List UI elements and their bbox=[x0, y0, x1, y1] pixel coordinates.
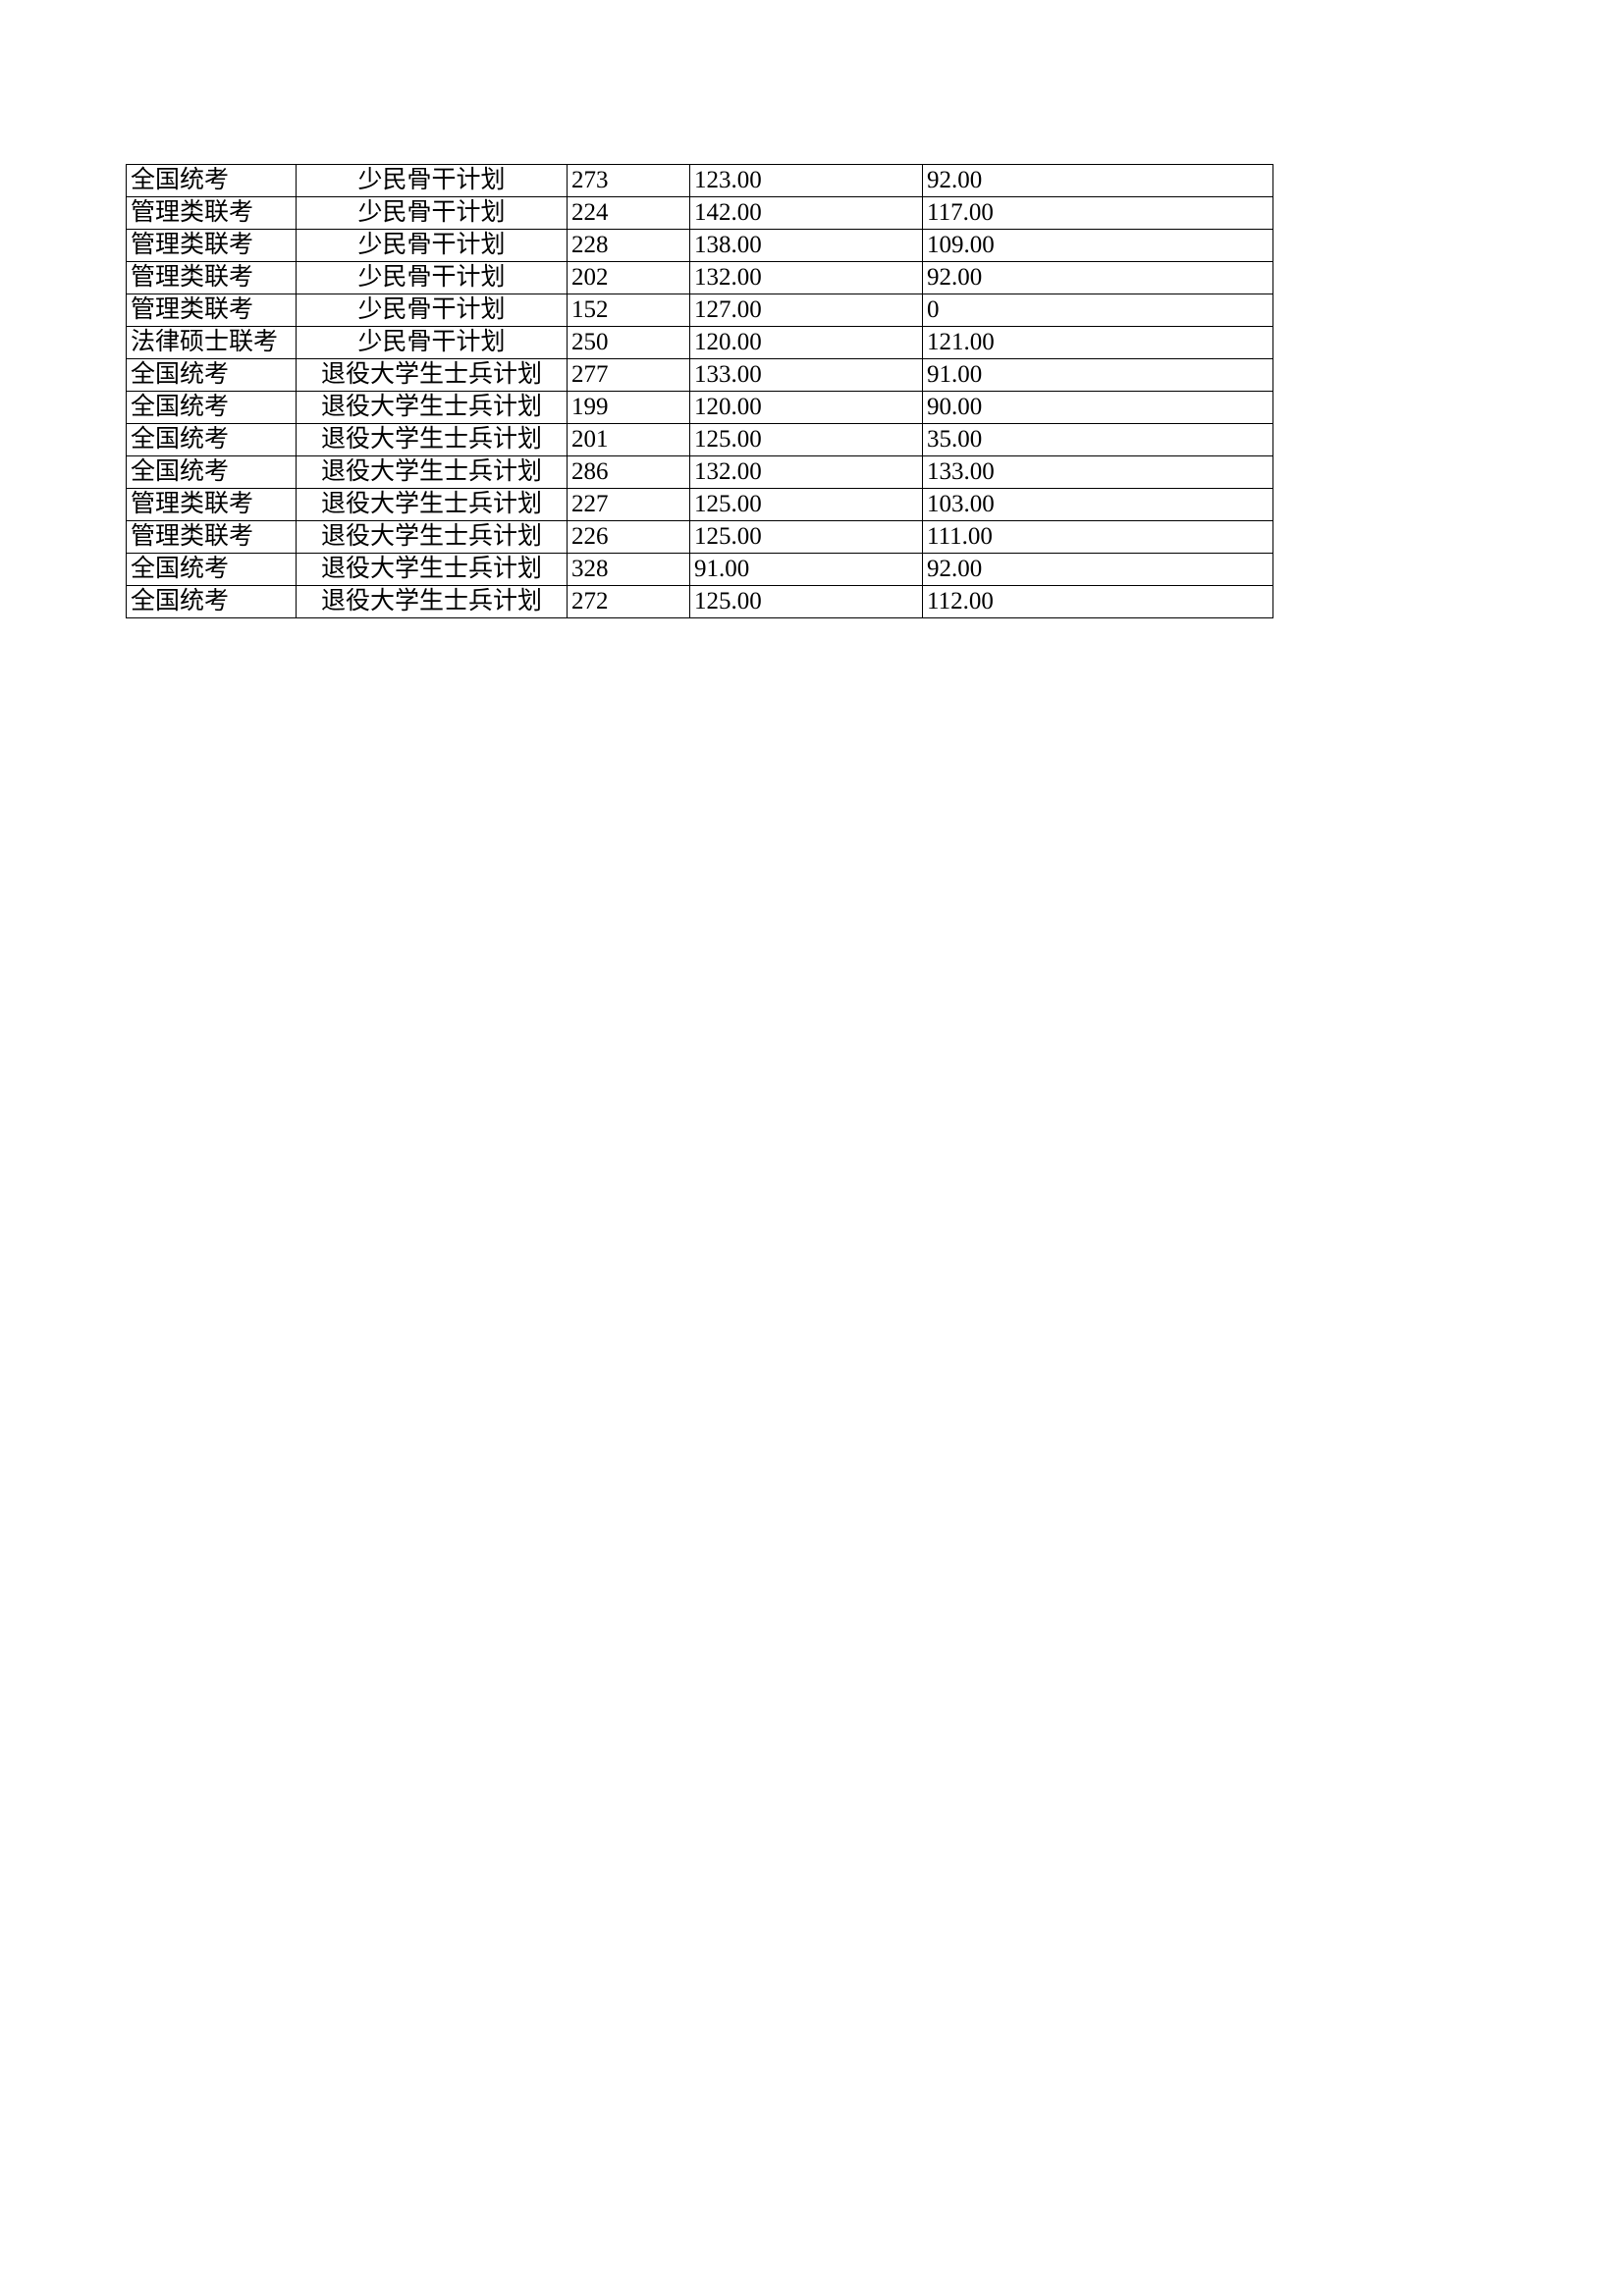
table-cell: 286 bbox=[568, 456, 690, 489]
data-table: 全国统考少民骨干计划273123.0092.00管理类联考少民骨干计划22414… bbox=[126, 164, 1273, 618]
table-cell: 138.00 bbox=[690, 230, 923, 262]
table-cell: 全国统考 bbox=[127, 424, 297, 456]
table-cell: 退役大学生士兵计划 bbox=[297, 554, 568, 586]
table-row: 管理类联考少民骨干计划152127.000 bbox=[127, 294, 1273, 327]
table-row: 全国统考退役大学生士兵计划32891.0092.00 bbox=[127, 554, 1273, 586]
table-cell: 退役大学生士兵计划 bbox=[297, 456, 568, 489]
table-cell: 111.00 bbox=[923, 521, 1273, 554]
table-cell: 少民骨干计划 bbox=[297, 327, 568, 359]
table-cell: 112.00 bbox=[923, 586, 1273, 618]
table-row: 管理类联考退役大学生士兵计划227125.00103.00 bbox=[127, 489, 1273, 521]
table-cell: 226 bbox=[568, 521, 690, 554]
table-cell: 273 bbox=[568, 165, 690, 197]
table-cell: 132.00 bbox=[690, 262, 923, 294]
table-row: 全国统考退役大学生士兵计划199120.0090.00 bbox=[127, 392, 1273, 424]
table-cell: 120.00 bbox=[690, 392, 923, 424]
table-row: 法律硕士联考少民骨干计划250120.00121.00 bbox=[127, 327, 1273, 359]
table-cell: 92.00 bbox=[923, 165, 1273, 197]
table-cell: 142.00 bbox=[690, 197, 923, 230]
table-row: 全国统考退役大学生士兵计划272125.00112.00 bbox=[127, 586, 1273, 618]
table-cell: 退役大学生士兵计划 bbox=[297, 521, 568, 554]
table-cell: 91.00 bbox=[923, 359, 1273, 392]
table-cell: 125.00 bbox=[690, 489, 923, 521]
table-row: 管理类联考少民骨干计划224142.00117.00 bbox=[127, 197, 1273, 230]
table-cell: 250 bbox=[568, 327, 690, 359]
table-cell: 125.00 bbox=[690, 521, 923, 554]
table-cell: 125.00 bbox=[690, 586, 923, 618]
table-cell: 少民骨干计划 bbox=[297, 262, 568, 294]
table-cell: 133.00 bbox=[923, 456, 1273, 489]
table-body: 全国统考少民骨干计划273123.0092.00管理类联考少民骨干计划22414… bbox=[127, 165, 1273, 618]
table-cell: 125.00 bbox=[690, 424, 923, 456]
table-cell: 121.00 bbox=[923, 327, 1273, 359]
table-cell: 92.00 bbox=[923, 554, 1273, 586]
table-cell: 328 bbox=[568, 554, 690, 586]
table-cell: 202 bbox=[568, 262, 690, 294]
table-cell: 全国统考 bbox=[127, 392, 297, 424]
table-row: 管理类联考少民骨干计划228138.00109.00 bbox=[127, 230, 1273, 262]
table-cell: 全国统考 bbox=[127, 456, 297, 489]
table-cell: 全国统考 bbox=[127, 554, 297, 586]
table-cell: 管理类联考 bbox=[127, 489, 297, 521]
table-cell: 法律硕士联考 bbox=[127, 327, 297, 359]
table-cell: 92.00 bbox=[923, 262, 1273, 294]
table-cell: 120.00 bbox=[690, 327, 923, 359]
table-cell: 退役大学生士兵计划 bbox=[297, 586, 568, 618]
table-cell: 退役大学生士兵计划 bbox=[297, 489, 568, 521]
table-cell: 少民骨干计划 bbox=[297, 294, 568, 327]
table-cell: 201 bbox=[568, 424, 690, 456]
table-cell: 全国统考 bbox=[127, 586, 297, 618]
table-cell: 管理类联考 bbox=[127, 230, 297, 262]
table-cell: 109.00 bbox=[923, 230, 1273, 262]
table-cell: 123.00 bbox=[690, 165, 923, 197]
table-cell: 227 bbox=[568, 489, 690, 521]
table-cell: 全国统考 bbox=[127, 359, 297, 392]
table-cell: 228 bbox=[568, 230, 690, 262]
table-cell: 少民骨干计划 bbox=[297, 197, 568, 230]
table-cell: 管理类联考 bbox=[127, 294, 297, 327]
table-cell: 152 bbox=[568, 294, 690, 327]
table-cell: 277 bbox=[568, 359, 690, 392]
table-cell: 133.00 bbox=[690, 359, 923, 392]
table-cell: 127.00 bbox=[690, 294, 923, 327]
table-cell: 管理类联考 bbox=[127, 262, 297, 294]
table-row: 全国统考退役大学生士兵计划277133.0091.00 bbox=[127, 359, 1273, 392]
table-cell: 91.00 bbox=[690, 554, 923, 586]
table-cell: 少民骨干计划 bbox=[297, 230, 568, 262]
page-container: 全国统考少民骨干计划273123.0092.00管理类联考少民骨干计划22414… bbox=[0, 0, 1624, 2296]
table-cell: 90.00 bbox=[923, 392, 1273, 424]
table-cell: 少民骨干计划 bbox=[297, 165, 568, 197]
table-row: 全国统考退役大学生士兵计划201125.0035.00 bbox=[127, 424, 1273, 456]
table-cell: 退役大学生士兵计划 bbox=[297, 392, 568, 424]
table-cell: 管理类联考 bbox=[127, 197, 297, 230]
table-cell: 272 bbox=[568, 586, 690, 618]
table-cell: 退役大学生士兵计划 bbox=[297, 424, 568, 456]
table-cell: 退役大学生士兵计划 bbox=[297, 359, 568, 392]
table-cell: 35.00 bbox=[923, 424, 1273, 456]
table-row: 管理类联考退役大学生士兵计划226125.00111.00 bbox=[127, 521, 1273, 554]
table-row: 全国统考退役大学生士兵计划286132.00133.00 bbox=[127, 456, 1273, 489]
table-cell: 199 bbox=[568, 392, 690, 424]
table-cell: 全国统考 bbox=[127, 165, 297, 197]
table-cell: 117.00 bbox=[923, 197, 1273, 230]
table-cell: 管理类联考 bbox=[127, 521, 297, 554]
table-row: 全国统考少民骨干计划273123.0092.00 bbox=[127, 165, 1273, 197]
table-row: 管理类联考少民骨干计划202132.0092.00 bbox=[127, 262, 1273, 294]
table-cell: 132.00 bbox=[690, 456, 923, 489]
table-cell: 103.00 bbox=[923, 489, 1273, 521]
table-cell: 0 bbox=[923, 294, 1273, 327]
table-cell: 224 bbox=[568, 197, 690, 230]
